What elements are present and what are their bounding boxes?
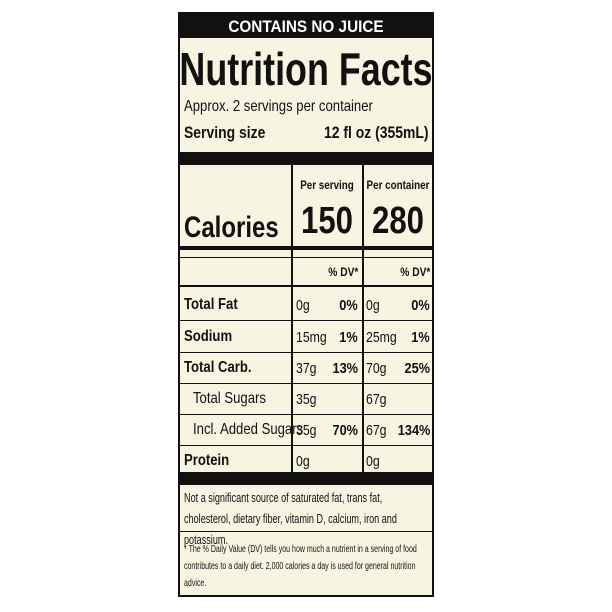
note: Not a significant source of saturated fa… (184, 490, 397, 547)
daily-value: 0% (339, 296, 358, 314)
nutrient: Sodium (184, 328, 233, 345)
nutrient: Protein (184, 452, 230, 469)
amount: 0g (366, 296, 380, 314)
servings: Approx. 2 servings per container (184, 98, 373, 115)
daily-value: 1% (411, 328, 430, 346)
amount: 67g (366, 421, 387, 439)
daily-value: 70% (332, 421, 358, 439)
nutrient: Incl. Added Sugars (193, 421, 304, 438)
rule (180, 320, 432, 321)
nutrient: Total Sugars (193, 390, 266, 407)
rule (180, 383, 432, 384)
amount: 70g (366, 359, 387, 377)
daily-value: 13% (332, 359, 358, 377)
amount: 0g (296, 296, 310, 314)
banner-text: CONTAINS NO JUICE (228, 16, 384, 36)
rule (180, 445, 432, 446)
serving-size-label: Serving size (184, 122, 266, 142)
amount: 25mg (366, 328, 397, 346)
daily-value: 0% (411, 296, 430, 314)
nutrition-label (178, 12, 434, 597)
amount: 0g (296, 452, 310, 470)
daily-value: 134% (397, 421, 430, 439)
nutrient: Total Fat (184, 296, 238, 313)
amount: 35g (296, 421, 317, 439)
amount: 35g (296, 390, 317, 408)
serving-size-value: 12 fl oz (355mL) (324, 122, 429, 142)
daily-value: 1% (339, 328, 358, 346)
amount: 67g (366, 390, 387, 408)
daily-value: 25% (404, 359, 430, 377)
calories-value: 280 (372, 200, 424, 242)
rule (180, 285, 432, 287)
dv-header: % DV* (399, 265, 430, 279)
banner (178, 12, 434, 38)
rule (180, 414, 432, 415)
amount: 37g (296, 359, 317, 377)
rule (180, 152, 432, 165)
amount: 0g (366, 452, 380, 470)
rule (362, 165, 364, 472)
calories-value: 150 (301, 200, 353, 242)
column-header: Per serving (300, 178, 354, 192)
title: Nutrition Facts (179, 43, 433, 95)
rule (180, 246, 432, 250)
column-header: Per container (366, 178, 430, 192)
rule (180, 352, 432, 353)
dv-header: % DV* (327, 265, 358, 279)
rule (180, 257, 432, 258)
rule (180, 531, 432, 532)
rule (180, 472, 432, 485)
footnote: * The % Daily Value (DV) tells you how m… (184, 543, 417, 589)
rule (291, 165, 293, 472)
calories-label: Calories (184, 211, 279, 244)
amount: 15mg (296, 328, 327, 346)
nutrient: Total Carb. (184, 359, 252, 376)
